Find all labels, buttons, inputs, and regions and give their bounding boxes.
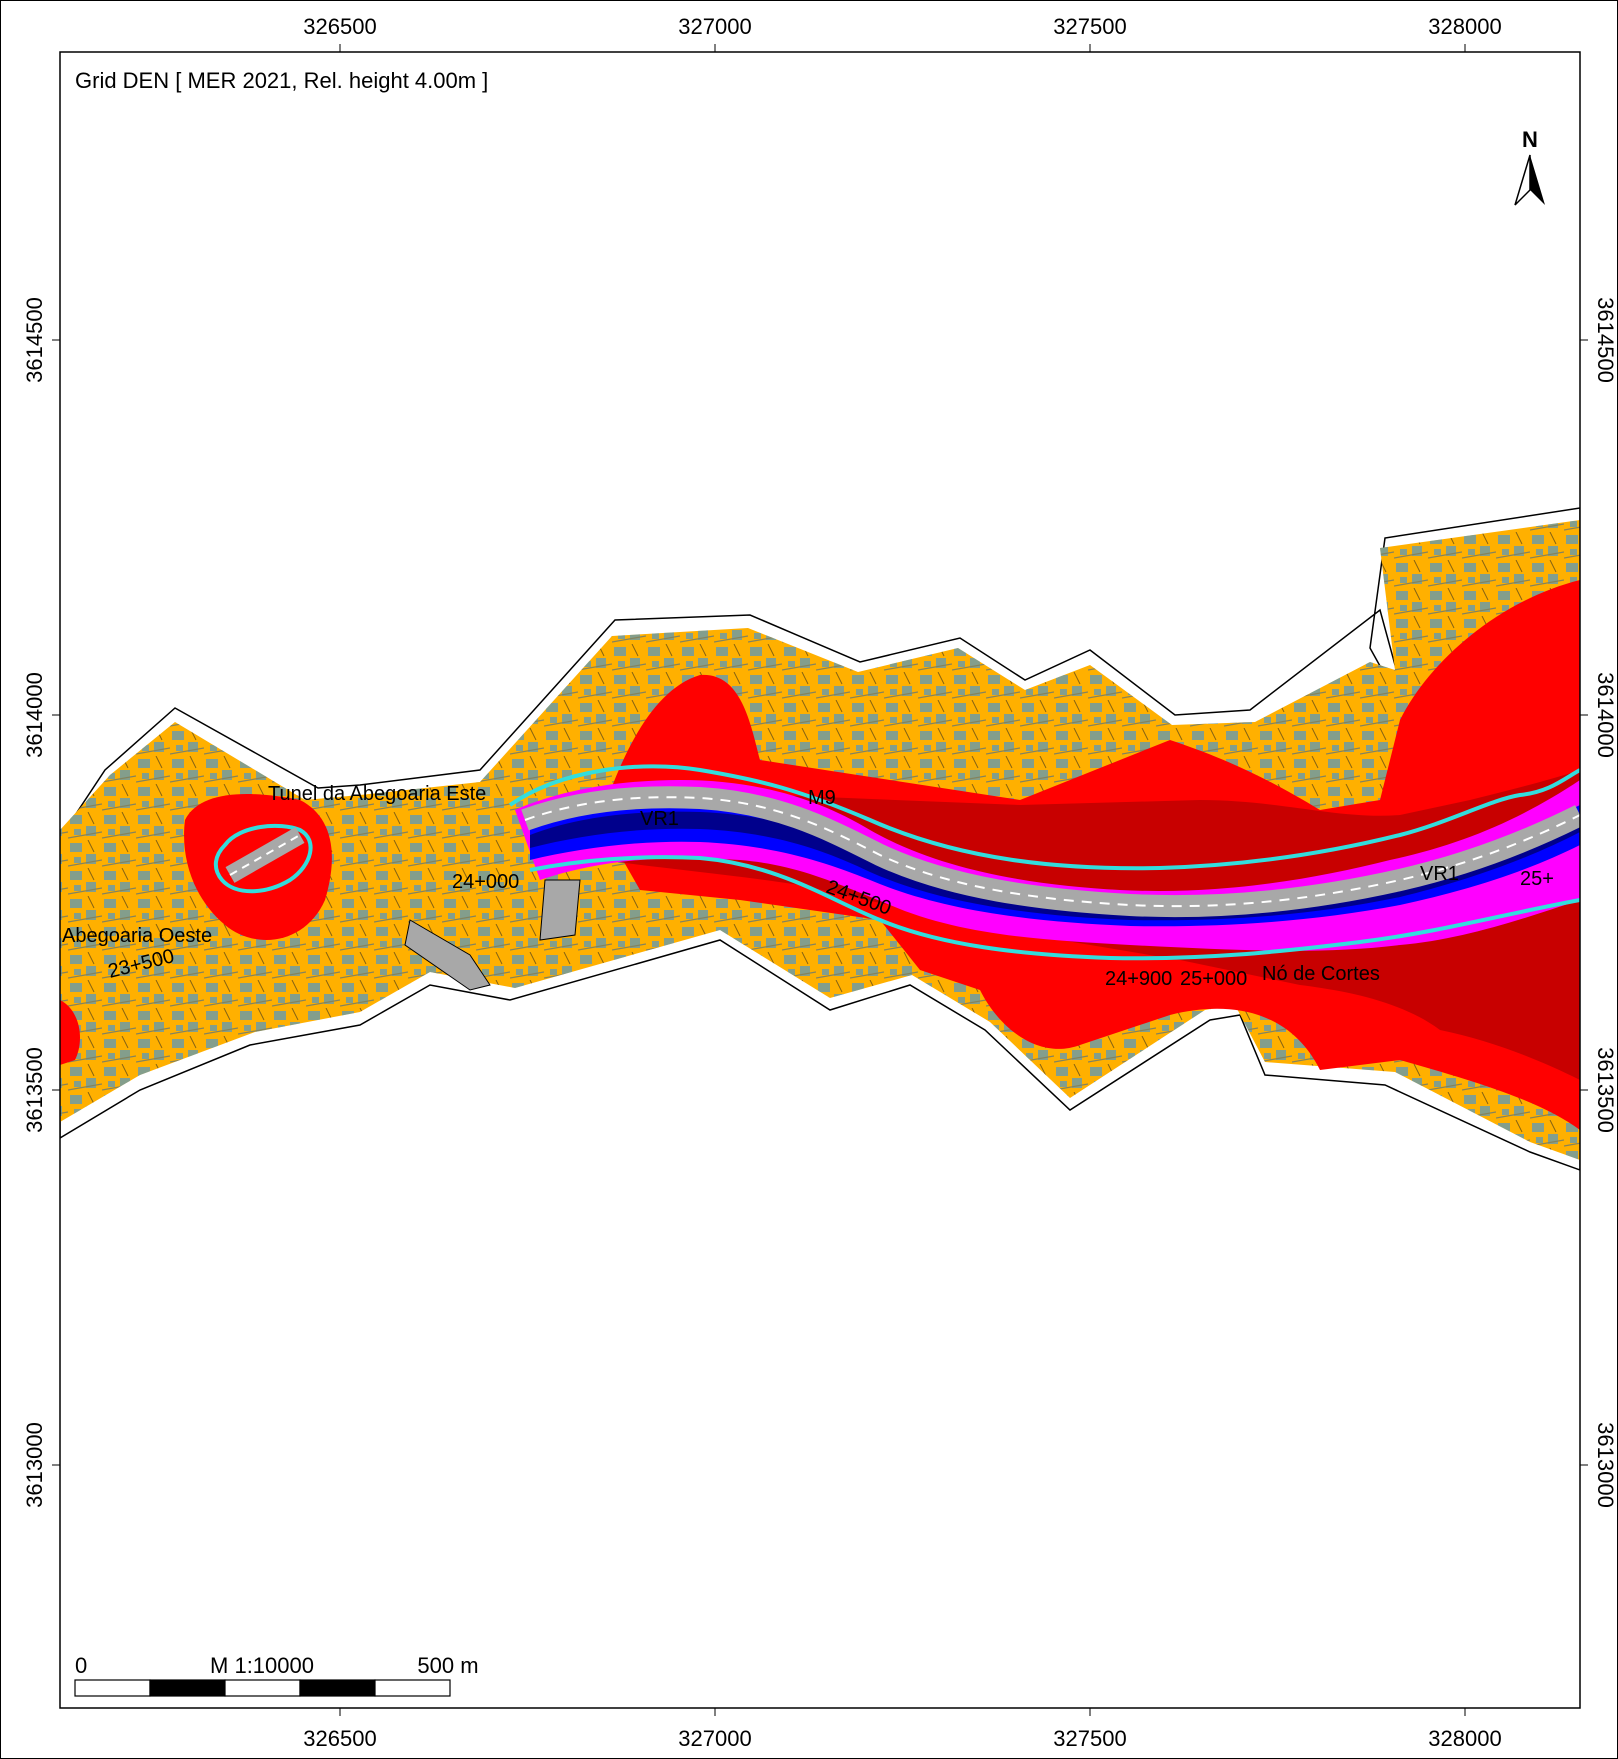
scale-center-label: M 1:10000 bbox=[210, 1653, 314, 1678]
label-road-vr1-b: VR1 bbox=[1420, 863, 1459, 885]
north-label: N bbox=[1522, 127, 1538, 152]
x-tick-top-2: 327000 bbox=[678, 14, 751, 39]
y-tick-right-4: 3613000 bbox=[1593, 1422, 1618, 1508]
north-arrow-icon: N bbox=[1514, 127, 1545, 206]
label-chainage-24900: 24+900 bbox=[1105, 968, 1172, 990]
x-tick-bottom-2: 327000 bbox=[678, 1726, 751, 1751]
label-node: Nó de Cortes bbox=[1262, 963, 1380, 985]
road-west-portal bbox=[225, 827, 305, 883]
y-tick-left-3: 3613500 bbox=[22, 1047, 47, 1133]
x-tick-bottom-4: 328000 bbox=[1428, 1726, 1501, 1751]
y-tick-left-1: 3614500 bbox=[22, 297, 47, 383]
x-tick-top-3: 327500 bbox=[1053, 14, 1126, 39]
map-area: Tunel da Abegoaria Este Abegoaria Oeste … bbox=[60, 507, 1580, 1171]
y-tick-right-1: 3614500 bbox=[1593, 297, 1618, 383]
x-tick-bottom-1: 326500 bbox=[303, 1726, 376, 1751]
zone-navy bbox=[530, 811, 1580, 921]
cyan-contour-south bbox=[529, 855, 1580, 961]
label-chainage-24000: 24+000 bbox=[452, 871, 519, 893]
x-tick-bottom-3: 327500 bbox=[1053, 1726, 1126, 1751]
scale-right-label: 500 m bbox=[417, 1653, 478, 1678]
label-road-vr1-a: VR1 bbox=[640, 808, 679, 830]
tick-marks bbox=[52, 44, 1588, 1716]
y-tick-right-3: 3613500 bbox=[1593, 1047, 1618, 1133]
scale-left-label: 0 bbox=[75, 1653, 87, 1678]
zone-red-west-edge bbox=[60, 1000, 80, 1065]
scale-bar: 0 M 1:10000 500 m bbox=[74, 1653, 479, 1697]
x-tick-top-1: 326500 bbox=[303, 14, 376, 39]
road-lane-markings bbox=[524, 796, 1580, 908]
y-tick-right-2: 3614000 bbox=[1593, 672, 1618, 758]
cyan-contour-north bbox=[508, 764, 1580, 871]
y-tick-left-2: 3614000 bbox=[22, 672, 47, 758]
label-tunnel-west: Abegoaria Oeste bbox=[62, 925, 212, 947]
label-chainage-25: 25+ bbox=[1520, 868, 1554, 890]
x-tick-top-4: 328000 bbox=[1428, 14, 1501, 39]
grey-structure-2 bbox=[539, 879, 581, 941]
map-title: Grid DEN [ MER 2021, Rel. height 4.00m ] bbox=[75, 68, 488, 93]
y-tick-left-4: 3613000 bbox=[22, 1422, 47, 1508]
grey-structure bbox=[404, 919, 491, 991]
label-marker: M9 bbox=[808, 787, 836, 809]
label-tunnel-east: Tunel da Abegoaria Este bbox=[268, 783, 486, 805]
map-border bbox=[59, 51, 1581, 1709]
label-chainage-25000: 25+000 bbox=[1180, 968, 1247, 990]
cyan-contour-west-portal bbox=[213, 823, 313, 894]
